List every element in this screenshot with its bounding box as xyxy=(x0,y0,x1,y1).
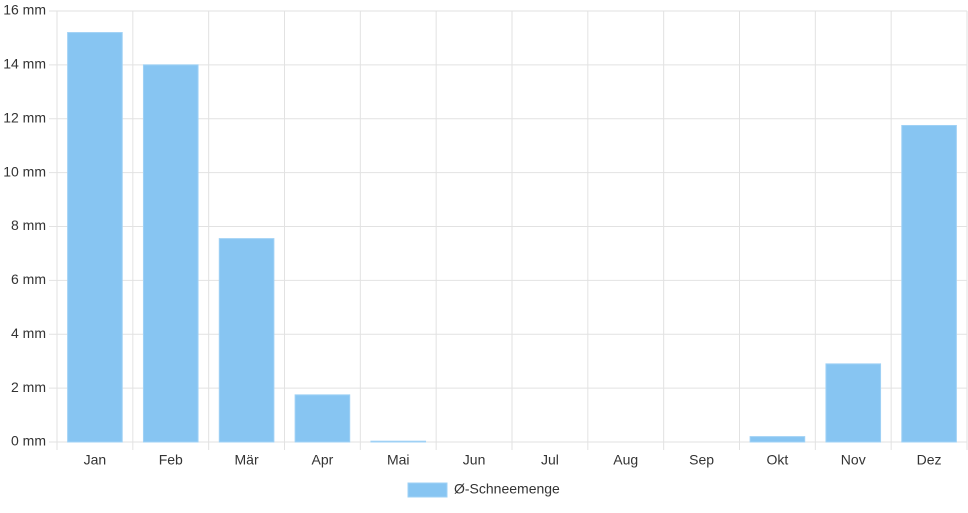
x-tick-label: Dez xyxy=(917,452,942,468)
y-tick-label: 16 mm xyxy=(3,2,46,18)
x-tick-label: Jan xyxy=(84,452,107,468)
bar xyxy=(825,363,882,443)
x-tick-label: Nov xyxy=(841,452,866,468)
x-tick-label: Mär xyxy=(235,452,259,468)
legend-label: Ø-Schneemenge xyxy=(454,481,560,497)
bar xyxy=(67,32,123,443)
legend-swatch xyxy=(407,482,448,498)
x-tick-label: Apr xyxy=(312,452,334,468)
y-tick-label: 14 mm xyxy=(3,56,46,72)
y-tick-label: 8 mm xyxy=(11,217,46,233)
x-tick-label: Aug xyxy=(613,452,638,468)
y-tick-label: 0 mm xyxy=(11,433,46,449)
bar xyxy=(294,394,351,443)
x-tick-label: Jul xyxy=(541,452,559,468)
bar xyxy=(749,436,806,443)
y-tick-label: 4 mm xyxy=(11,325,46,341)
x-tick-label: Feb xyxy=(159,452,183,468)
bar xyxy=(901,124,957,443)
x-tick-label: Okt xyxy=(767,452,789,468)
bar xyxy=(370,440,427,443)
x-tick-label: Sep xyxy=(689,452,714,468)
y-tick-label: 2 mm xyxy=(11,379,46,395)
x-tick-label: Mai xyxy=(387,452,410,468)
bar xyxy=(142,64,199,443)
y-tick-label: 12 mm xyxy=(3,109,46,125)
y-tick-label: 6 mm xyxy=(11,271,46,287)
bar xyxy=(218,238,275,443)
x-tick-label: Jun xyxy=(463,452,486,468)
y-tick-label: 10 mm xyxy=(3,163,46,179)
